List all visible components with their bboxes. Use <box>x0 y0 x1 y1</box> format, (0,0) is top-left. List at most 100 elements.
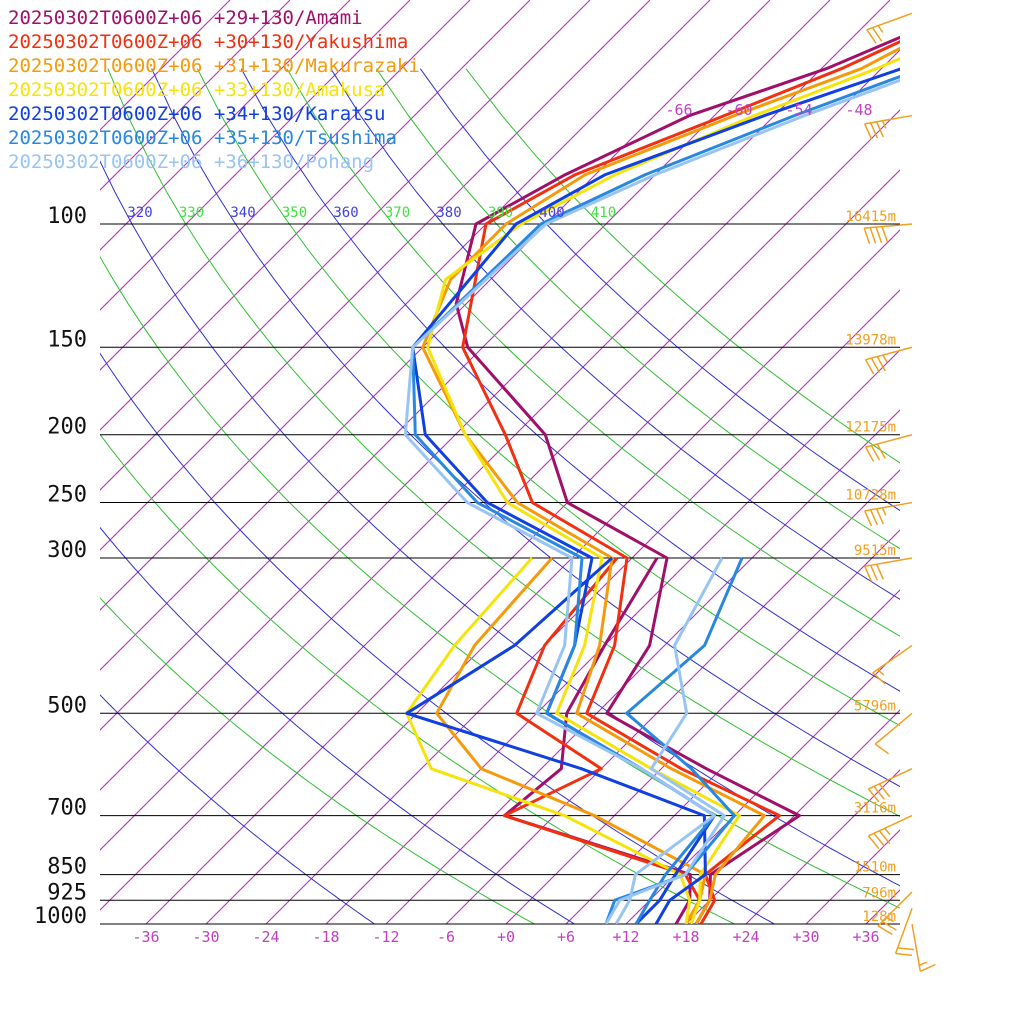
isotherm-line <box>100 0 891 791</box>
temperature-tick-label: +36 <box>852 928 879 946</box>
dewpoint-line <box>502 557 692 924</box>
height-label: 5796m <box>854 698 896 714</box>
isotherm-label: -66 <box>665 101 692 119</box>
dewpoint-line <box>604 557 744 924</box>
isotherm-line <box>100 0 471 371</box>
pressure-tick-label: 925 <box>47 880 87 905</box>
legend-entry: 20250302T0600Z+06 +35+130/Tsushima <box>8 127 397 149</box>
wind-barb-flag <box>875 508 884 525</box>
wind-barb-staff <box>865 346 913 361</box>
isotherm-line <box>145 169 900 924</box>
theta-label: 410 <box>591 205 616 221</box>
temperature-tick-label: -12 <box>372 928 399 946</box>
wind-barb-flag <box>897 947 915 951</box>
temperature-tick-label: -36 <box>132 928 159 946</box>
isobar-lines <box>100 223 900 925</box>
temperature-line <box>403 78 900 924</box>
theta-label: 390 <box>488 205 513 221</box>
wind-barb-staff <box>864 501 913 512</box>
theta-label: 400 <box>539 205 564 221</box>
wind-barb-flag <box>869 564 879 581</box>
dry-adiabat-line <box>100 352 775 924</box>
isotherm-line <box>205 229 900 924</box>
wind-barb-flag <box>873 785 885 800</box>
temperature-line <box>411 67 900 924</box>
dry-adiabat-line <box>419 68 900 512</box>
height-label: 1510m <box>854 860 896 876</box>
isotherm-line <box>100 0 831 731</box>
isotherm-line <box>625 649 900 924</box>
theta-label: 340 <box>230 205 255 221</box>
wind-barb <box>894 908 915 956</box>
sounding-series <box>403 35 900 924</box>
wind-barb-flag <box>876 443 886 459</box>
wind-barb <box>872 644 913 685</box>
wind-barb-flag <box>872 672 886 685</box>
pressure-tick-label: 100 <box>47 204 87 229</box>
wind-barb-flag <box>864 446 875 462</box>
temperature-line <box>411 74 900 924</box>
wind-barb-flag <box>866 29 877 44</box>
temperature-tick-label: +24 <box>732 928 759 946</box>
pressure-tick-label: 850 <box>47 855 87 880</box>
pressure-tick-label: 500 <box>47 693 87 718</box>
wind-barb-half-flag <box>884 827 891 836</box>
dry-adiabat-line <box>100 160 900 887</box>
isotherm-label: -48 <box>845 101 872 119</box>
wind-barb <box>864 501 913 527</box>
temperature-tick-label: +30 <box>792 928 819 946</box>
height-label: 796m <box>862 885 896 901</box>
isotherm-line <box>865 889 900 924</box>
wind-barb <box>866 12 913 44</box>
wind-barb-flag <box>871 27 883 42</box>
moist-adiabat-line <box>100 433 735 924</box>
wind-barb-half-flag <box>881 507 887 516</box>
pressure-tick-label: 1000 <box>34 904 87 929</box>
wind-barbs <box>863 12 936 972</box>
dewpoint-line <box>604 557 726 924</box>
height-label: 3116m <box>854 801 896 817</box>
wind-barb-flag <box>870 357 881 373</box>
wind-barb-flag <box>867 835 880 850</box>
wind-barb <box>867 768 913 803</box>
wind-barb-flag <box>864 566 873 582</box>
theta-label: 360 <box>333 205 358 221</box>
wind-barb-flag <box>864 123 873 140</box>
pressure-tick-label: 700 <box>47 796 87 821</box>
wind-barb-half-flag <box>886 916 895 923</box>
wind-barb-half-flag <box>882 354 888 363</box>
isotherm-line <box>505 529 900 924</box>
isotherm-line <box>100 109 900 911</box>
isotherm-line <box>100 0 591 491</box>
pressure-tick-label: 300 <box>47 538 87 563</box>
isotherm-line <box>100 0 531 431</box>
wind-barb-staff <box>865 433 913 448</box>
wind-barb-flag <box>875 226 883 243</box>
isotherm-line <box>385 409 900 924</box>
wind-barb-flag <box>878 783 891 798</box>
wind-barb-flag <box>867 788 880 803</box>
wind-barb <box>864 114 913 140</box>
isotherm-line <box>100 0 351 251</box>
wind-barb <box>867 814 913 850</box>
wind-barb-flag <box>875 121 884 138</box>
wind-barb-flag <box>864 510 873 527</box>
wind-barb-staff <box>911 923 922 972</box>
wind-barb-flag <box>881 921 897 931</box>
height-label: 9515m <box>854 543 896 559</box>
wind-barb-staff <box>868 768 913 790</box>
temperature-tick-label: +18 <box>672 928 699 946</box>
wind-barb <box>877 891 913 936</box>
wind-barb-flag <box>874 743 890 755</box>
isotherm-line <box>986 0 1024 924</box>
wind-barb-staff <box>894 908 913 954</box>
isotherm-line <box>100 0 411 311</box>
legend-entry: 20250302T0600Z+06 +36+130/Pohang <box>8 151 374 173</box>
wind-barb-flag <box>881 226 889 243</box>
temperature-line <box>454 35 900 924</box>
pressure-tick-label: 250 <box>47 483 87 508</box>
theta-label: 320 <box>127 205 152 221</box>
wind-barb-staff <box>866 12 913 31</box>
